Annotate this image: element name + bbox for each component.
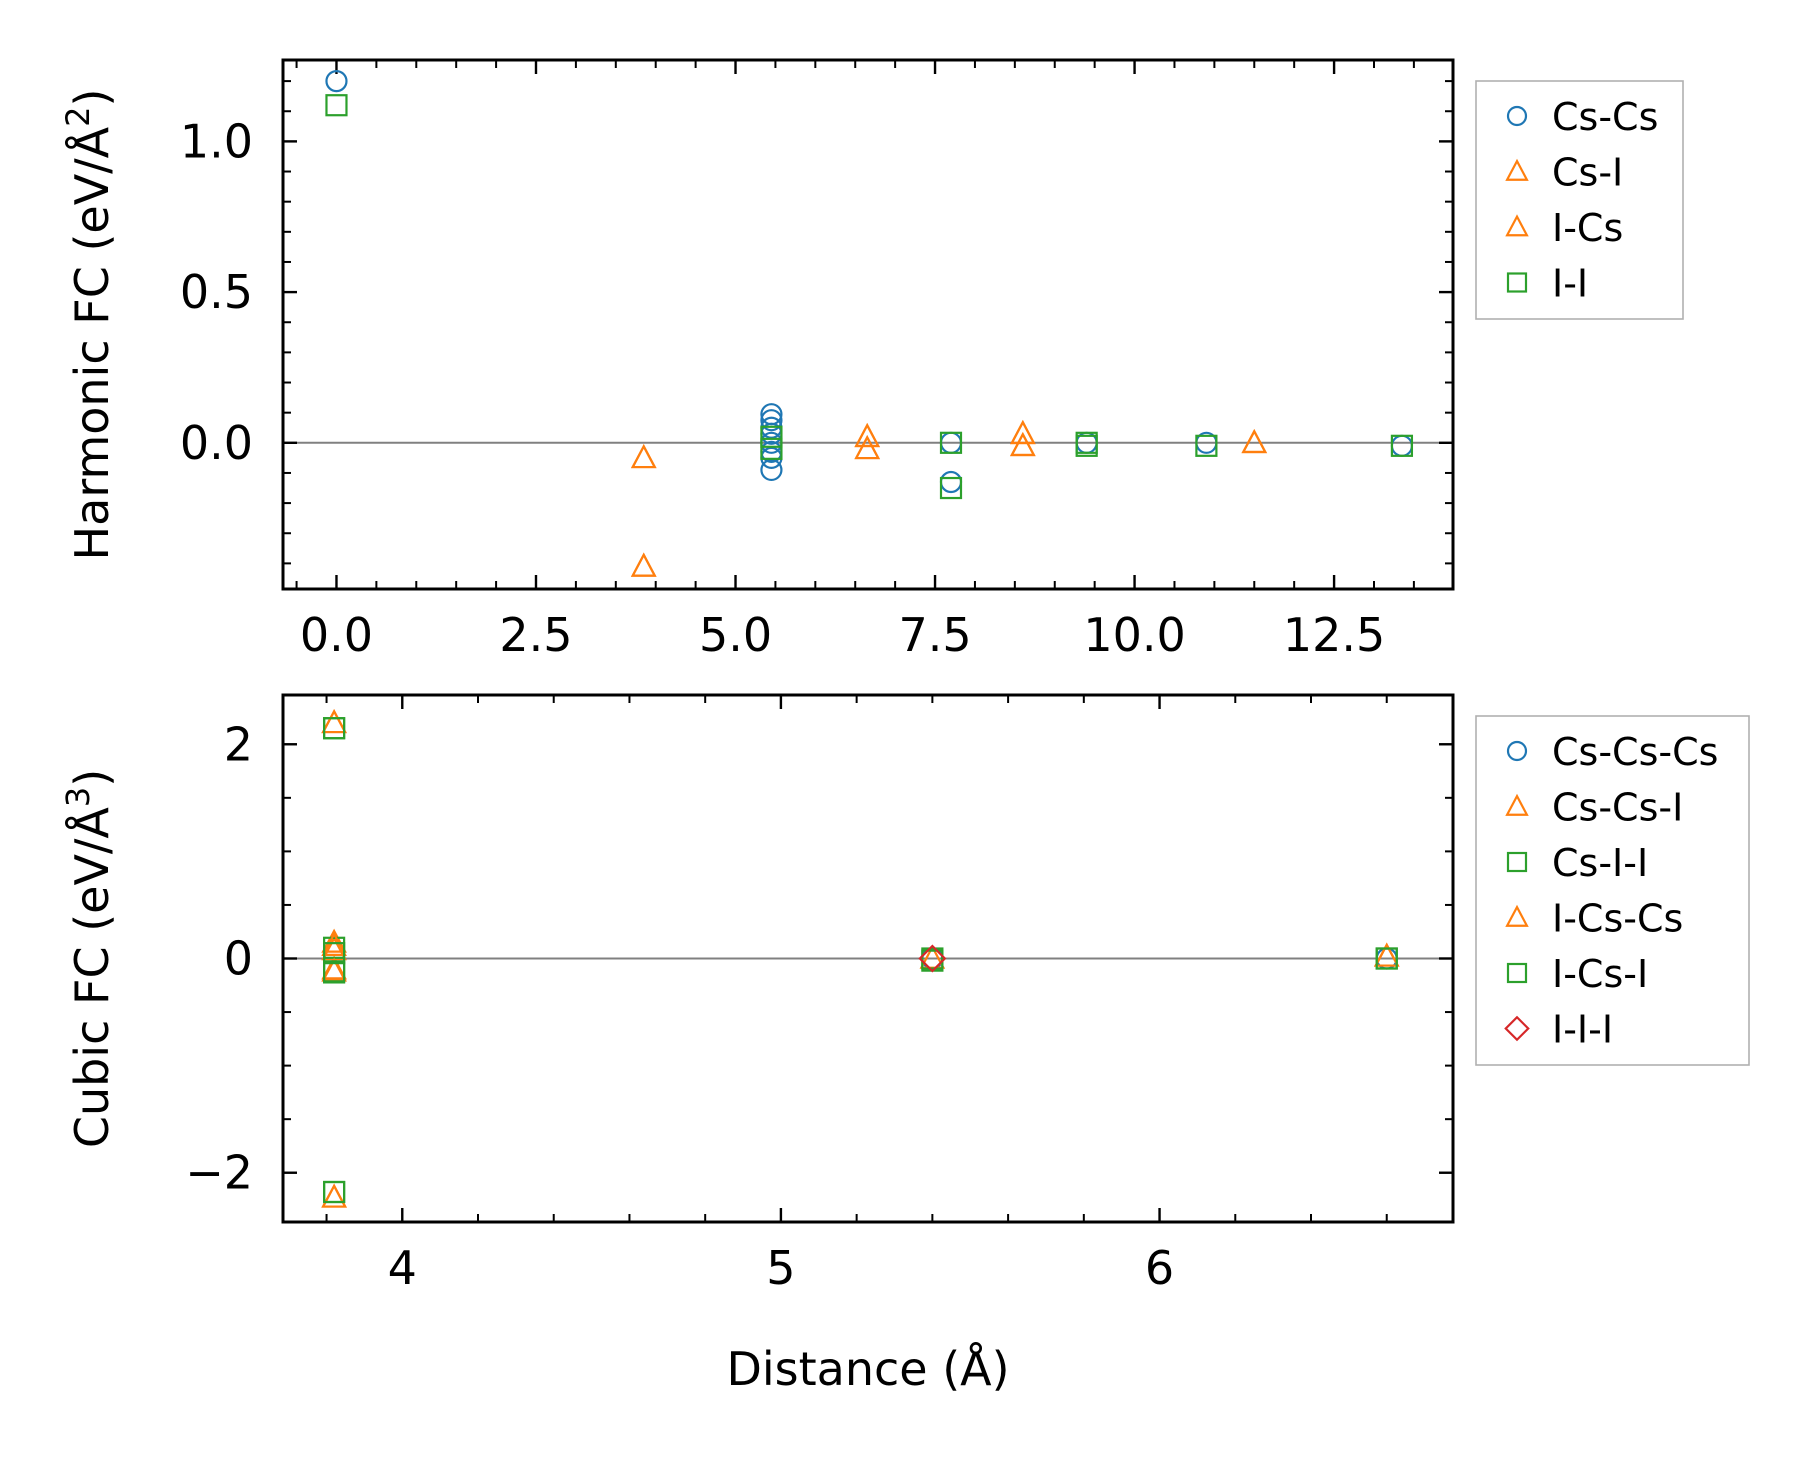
- y-axis-label: Harmonic FC (eV/Å2): [59, 89, 119, 561]
- data-point: [854, 422, 881, 448]
- data-point: [325, 94, 348, 117]
- y-axis-label: Cubic FC (eV/Å3): [59, 769, 119, 1148]
- x-tick-label: 12.5: [1283, 608, 1385, 662]
- data-point: [760, 409, 783, 432]
- data-point: [630, 444, 657, 469]
- x-axis-label: Distance (Å): [726, 1342, 1009, 1396]
- data-point: [323, 717, 346, 740]
- legend-label: Cs-Cs-Cs: [1552, 730, 1718, 774]
- data-point: [1009, 419, 1036, 445]
- series-i-i: [325, 94, 1414, 500]
- data-point: [323, 942, 346, 965]
- legend: Cs-Cs-Cs Cs-Cs-I Cs-I-I I-Cs-Cs I-Cs-I I-I-I: [1475, 715, 1750, 1066]
- y-tick-label: 0: [224, 932, 253, 986]
- data-point: [321, 709, 347, 734]
- data-point: [918, 944, 947, 973]
- y-tick-label: 0.5: [180, 265, 253, 319]
- data-point: [1373, 942, 1400, 967]
- y-tick-label: 2: [224, 717, 253, 771]
- data-point: [1009, 431, 1036, 457]
- data-point: [854, 434, 881, 460]
- data-point: [760, 437, 783, 460]
- data-point: [1375, 947, 1398, 970]
- data-point: [630, 552, 657, 577]
- data-point: [939, 470, 963, 494]
- legend-label: I-I: [1552, 262, 1588, 306]
- legend-label: I-Cs-Cs: [1552, 897, 1683, 941]
- series-cs-i-i: [323, 717, 1398, 1204]
- series-i-cs: [630, 419, 1268, 577]
- legend-label: I-Cs-I: [1552, 952, 1648, 996]
- data-point: [325, 69, 348, 93]
- legend-marker: [1505, 793, 1529, 816]
- data-point: [321, 709, 347, 734]
- data-point: [1241, 428, 1268, 454]
- data-point: [323, 717, 346, 740]
- y-tick-label: 1.0: [180, 114, 253, 168]
- legend-marker: [1505, 214, 1529, 237]
- data-point: [1241, 428, 1268, 454]
- data-point: [1390, 434, 1414, 457]
- x-tick-label: 2.5: [499, 608, 572, 662]
- chart-cubic: 4 5 6 −2 0 2 Cubic FC (eV/Å3) Distance (Å) Cs-Cs…: [59, 693, 1750, 1396]
- data-point: [1195, 434, 1218, 457]
- data-point: [323, 1180, 346, 1204]
- data-point: [760, 425, 783, 448]
- legend-label: I-I-I: [1552, 1008, 1613, 1052]
- data-point: [321, 1183, 347, 1208]
- legend-marker: [1505, 158, 1529, 181]
- legend-marker: [1506, 962, 1528, 984]
- data-point: [1075, 434, 1098, 457]
- x-tick-label: 5.0: [699, 608, 772, 662]
- data-point: [630, 444, 657, 469]
- legend-marker: [1504, 1015, 1530, 1042]
- legend-marker: [1506, 851, 1528, 873]
- data-point: [630, 552, 657, 577]
- x-tick-label: 7.5: [898, 608, 971, 662]
- x-tick-label: 5: [766, 1241, 795, 1295]
- data-point: [321, 931, 347, 956]
- legend-label: Cs-Cs: [1552, 95, 1658, 139]
- series-i-i-i: [918, 944, 947, 973]
- y-tick-label: 0.0: [180, 416, 253, 470]
- data-point: [321, 1183, 347, 1208]
- legend-marker: [1505, 904, 1529, 927]
- legend-frame: [1475, 715, 1750, 1066]
- axes-frame: [281, 693, 1455, 1224]
- data-point: [939, 431, 963, 454]
- legend-marker: [1506, 105, 1528, 127]
- legend-marker: [1506, 272, 1528, 293]
- axes-frame: [281, 58, 1455, 591]
- legend-label: Cs-I: [1552, 151, 1623, 195]
- legend-label: I-Cs: [1552, 206, 1623, 250]
- series-i-cs-i: [323, 717, 1398, 1204]
- legend: Cs-Cs Cs-I I-Cs I-I: [1475, 80, 1684, 320]
- chart-harmonic: 0.0 2.5 5.0 7.5 10.0 12.5 0.0 0.5 1.0 Harmonic FC…: [59, 58, 1684, 662]
- legend-label: Cs-I-I: [1552, 841, 1648, 885]
- x-tick-label: 4: [388, 1241, 417, 1295]
- legend-label: Cs-Cs-I: [1552, 786, 1683, 830]
- data-point: [323, 960, 346, 983]
- data-point: [321, 928, 347, 953]
- x-tick-label: 10.0: [1083, 608, 1185, 662]
- data-point: [939, 476, 963, 500]
- x-tick-label: 6: [1145, 1241, 1174, 1295]
- data-point: [921, 947, 944, 970]
- x-tick-label: 0.0: [300, 608, 373, 662]
- legend-marker: [1506, 740, 1528, 762]
- y-tick-label: −2: [185, 1146, 253, 1200]
- data-point: [1390, 434, 1414, 457]
